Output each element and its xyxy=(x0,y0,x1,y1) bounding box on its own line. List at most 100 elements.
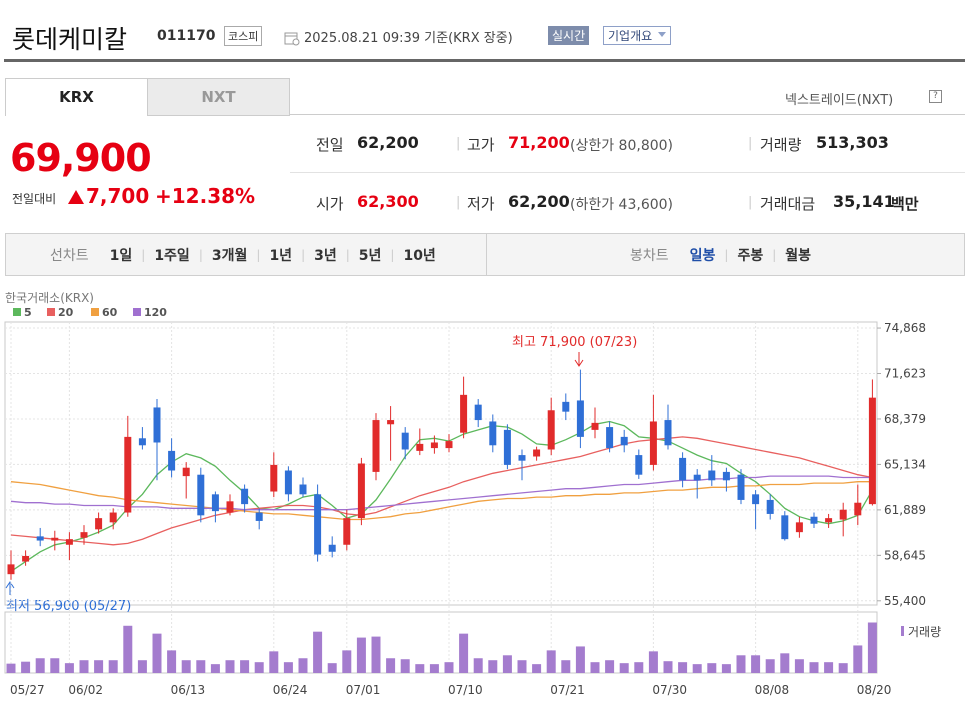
stat-separator: | xyxy=(456,136,461,151)
period-button[interactable]: 10년 xyxy=(403,248,436,264)
volume-bar xyxy=(6,663,16,673)
volume-bar xyxy=(517,660,527,673)
nxt-tab[interactable]: NXT xyxy=(147,78,290,116)
nxt-info[interactable]: 넥스트레이드(NXT) xyxy=(785,93,894,108)
candle-body xyxy=(635,455,643,475)
volume-bar xyxy=(605,660,615,673)
volume-bar xyxy=(386,658,396,673)
calendar-icon xyxy=(284,32,300,46)
volume-bar xyxy=(137,660,147,673)
candle-body xyxy=(547,410,555,450)
volume-bar xyxy=(546,650,556,673)
stock-code: 011170 xyxy=(157,28,216,44)
legend-label: 60 xyxy=(102,306,118,319)
x-tick-label: 07/01 xyxy=(346,683,381,697)
tab-rule xyxy=(289,114,965,115)
volume-bar xyxy=(575,646,585,673)
volume-bar xyxy=(152,633,162,673)
candle-body xyxy=(693,474,701,481)
help-icon[interactable]: ? xyxy=(929,90,942,103)
candle-body xyxy=(868,397,876,505)
volume-bar xyxy=(619,663,629,673)
up-triangle xyxy=(68,190,84,204)
period-separator: | xyxy=(141,248,146,262)
candle-body xyxy=(124,436,132,513)
candle-body xyxy=(489,421,497,446)
min-annotation: 최저 56,900 (05/27) xyxy=(6,599,131,614)
x-tick-label: 05/27 xyxy=(10,683,45,697)
period-button[interactable]: 1년 xyxy=(269,248,293,264)
volume-bar xyxy=(824,662,834,673)
volume-bar xyxy=(736,655,746,673)
timestamp: 2025.08.21 09:39 기준(KRX 장중) xyxy=(304,31,513,46)
candle-body xyxy=(357,463,365,519)
ma-line xyxy=(10,481,873,521)
stat-label: 시가 xyxy=(316,195,344,213)
stat-separator: | xyxy=(748,136,753,151)
candle-body xyxy=(22,555,30,562)
candle-body xyxy=(825,518,833,523)
volume-bar xyxy=(356,637,366,673)
period-button[interactable]: 일봉 xyxy=(689,248,716,264)
period-button[interactable]: 5년 xyxy=(358,248,382,264)
candle-body xyxy=(503,429,511,465)
period-button[interactable]: 주봉 xyxy=(737,248,764,264)
stat-note: (상한가 80,800) xyxy=(570,138,674,154)
x-tick-label: 06/24 xyxy=(273,683,308,697)
stat-label: 고가 xyxy=(467,136,495,154)
candle-body xyxy=(766,499,774,514)
stat-label: 전일 xyxy=(316,136,344,154)
period-separator: | xyxy=(772,248,777,262)
krx-tab[interactable]: KRX xyxy=(5,78,148,116)
volume-bar xyxy=(167,650,177,673)
company-info-button[interactable]: 기업개요 xyxy=(603,26,672,45)
period-button[interactable]: 3년 xyxy=(314,248,337,264)
header-rule xyxy=(4,59,965,62)
volume-bar xyxy=(210,664,220,673)
candle-body xyxy=(649,421,657,465)
period-button[interactable]: 1주일 xyxy=(154,248,190,264)
x-tick-label: 08/08 xyxy=(755,683,790,697)
candle-body xyxy=(752,494,760,505)
candle-body xyxy=(810,516,818,524)
volume-bar xyxy=(488,660,498,673)
candle-body xyxy=(854,502,862,516)
legend-swatch xyxy=(133,308,141,316)
candle-body xyxy=(387,420,395,425)
y-tick-label: 68,379 xyxy=(884,412,926,426)
volume-bar xyxy=(634,662,644,673)
candle-body xyxy=(226,501,234,513)
candle-body xyxy=(737,474,745,500)
volume-bar xyxy=(532,664,542,673)
period-button[interactable]: 월봉 xyxy=(785,248,812,264)
volume-bar xyxy=(313,631,323,673)
stat-label: 저가 xyxy=(467,195,495,213)
volume-bar xyxy=(342,650,352,673)
period-separator: | xyxy=(724,248,729,262)
legend-label: 20 xyxy=(58,306,74,319)
chart-subtitle: 한국거래소(KRX) xyxy=(5,291,94,305)
period-button[interactable]: 1일 xyxy=(109,248,133,264)
legend-label: 120 xyxy=(144,306,167,319)
min-arrow xyxy=(5,581,15,595)
candle-body xyxy=(284,470,292,495)
stat-label: 거래량 xyxy=(760,136,802,154)
candle-body xyxy=(562,401,570,412)
volume-bar xyxy=(400,659,410,673)
period-separator: | xyxy=(301,248,306,262)
volume-bar xyxy=(21,661,31,673)
realtime-badge[interactable]: 실시간 xyxy=(548,26,590,45)
volume-bar xyxy=(561,660,571,673)
candle-chart-label: 봉차트 xyxy=(630,248,669,264)
candle-body xyxy=(168,450,176,471)
period-button[interactable]: 3개월 xyxy=(211,248,248,264)
line-chart-label: 선차트 xyxy=(50,248,89,264)
candle-body xyxy=(533,449,541,457)
dropdown-caret xyxy=(658,32,667,37)
legend-swatch xyxy=(91,308,99,316)
stat-value: 71,200 xyxy=(508,133,570,152)
candle-body xyxy=(211,494,219,512)
max-annotation: 최고 71,900 (07/23) xyxy=(512,335,637,350)
candle-body xyxy=(241,488,249,505)
